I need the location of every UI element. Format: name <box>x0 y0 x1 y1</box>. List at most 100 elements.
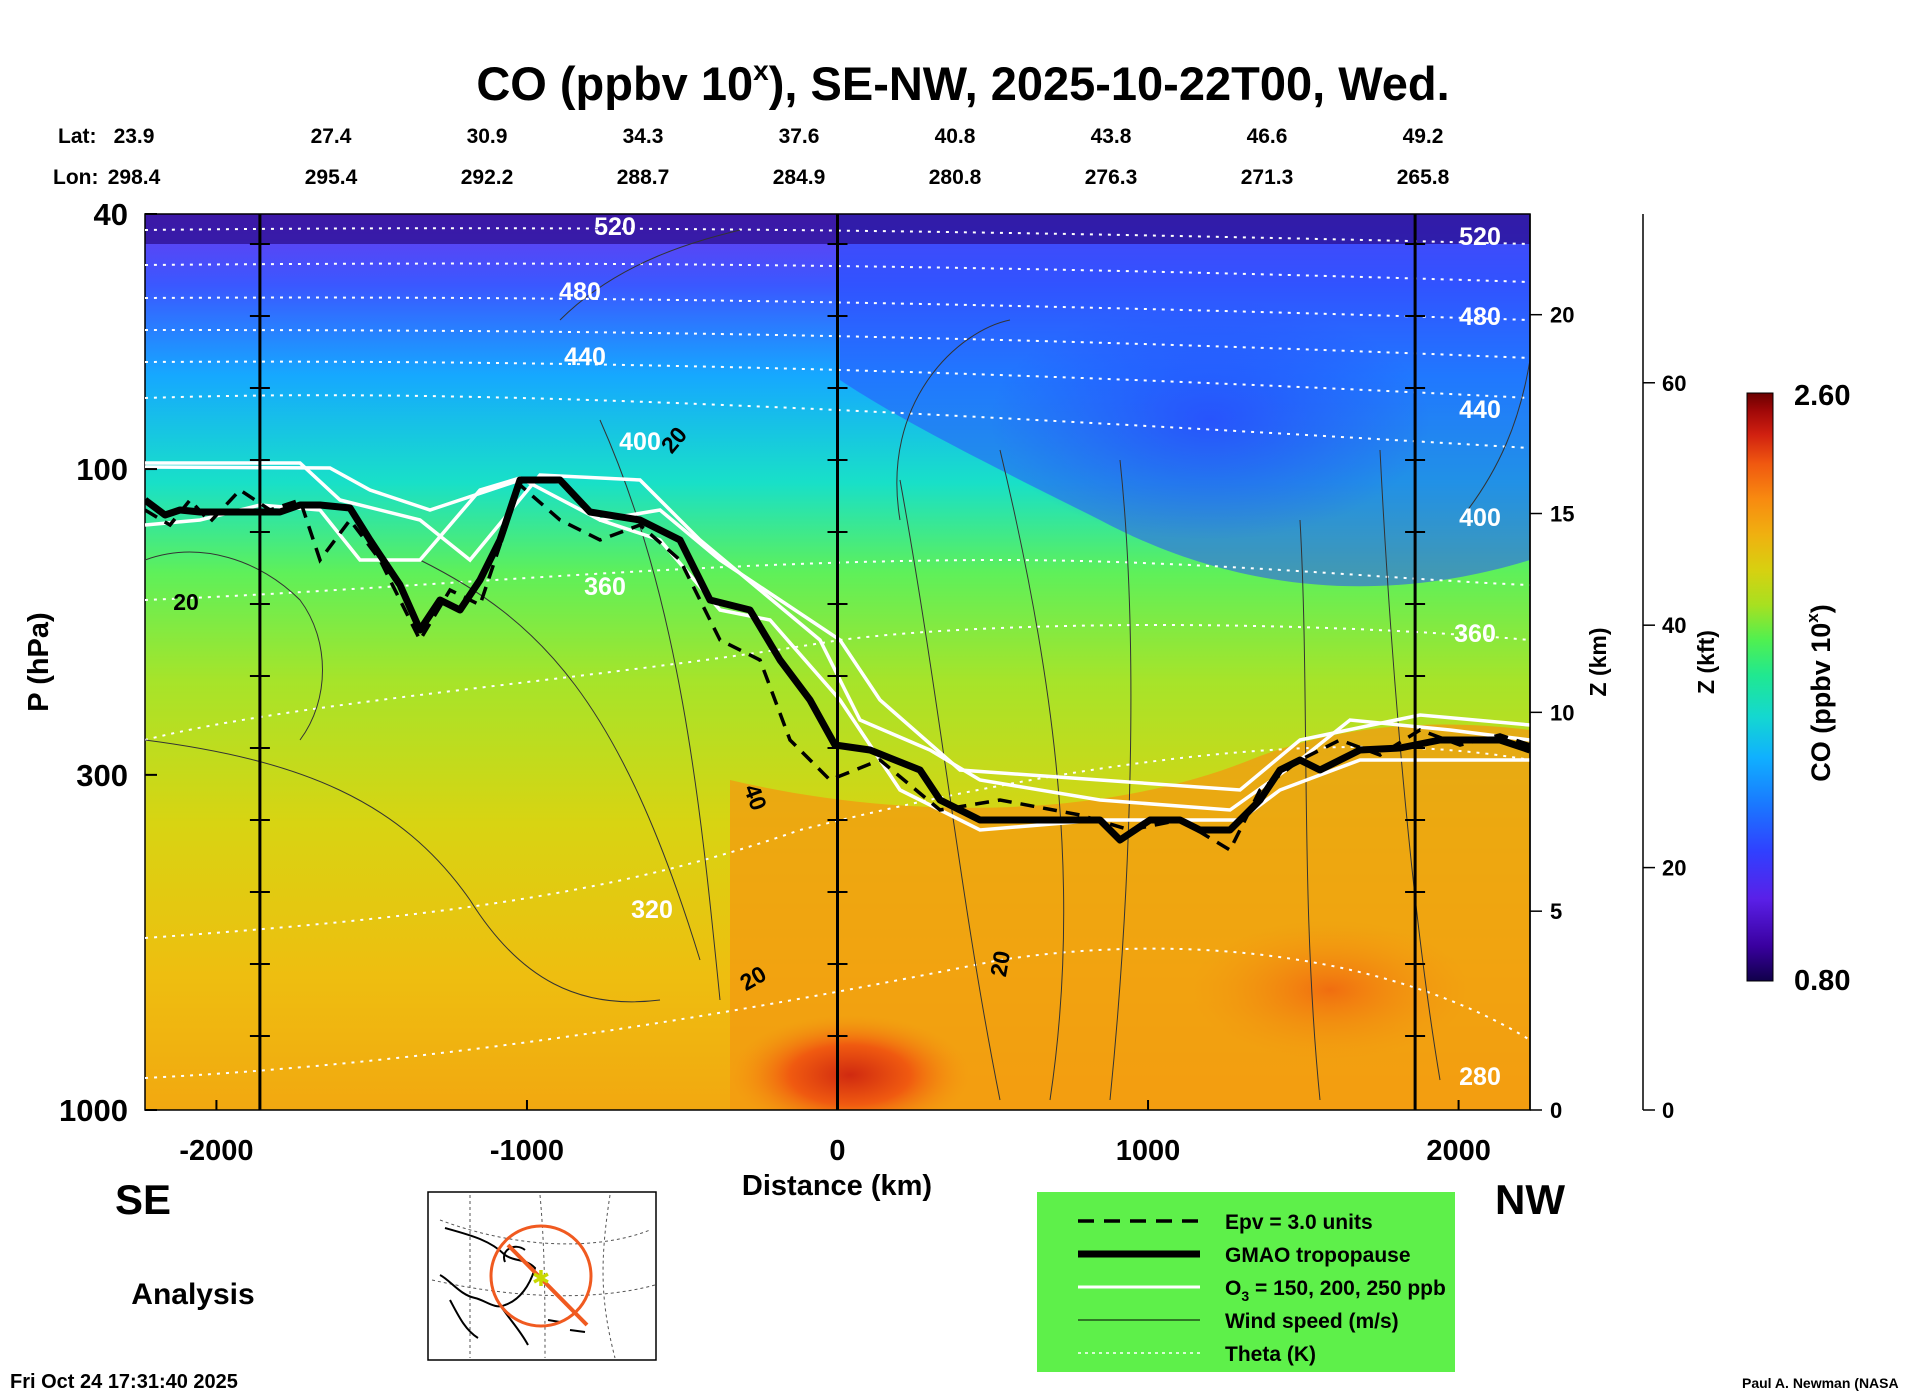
wind-contour <box>419 559 701 961</box>
theta-label: 360 <box>584 573 626 601</box>
map-section-line <box>506 1243 589 1327</box>
x-axis-title: Distance (km) <box>742 1170 932 1202</box>
lat-value: 43.8 <box>1091 125 1132 148</box>
y-tick-label-hpa: 1000 <box>59 1093 128 1128</box>
colorbar-max-label: 2.60 <box>1794 380 1850 412</box>
lon-value: 284.9 <box>773 166 826 189</box>
lon-label: Lon: <box>53 166 98 189</box>
y-tick-label-kft: 60 <box>1662 371 1686 396</box>
y-tick-label-kft: 0 <box>1662 1098 1674 1123</box>
theta-contour <box>145 745 1530 939</box>
colorbar-title: CO (ppbv 10x) <box>1803 604 1836 782</box>
wind-label: 20 <box>173 589 199 615</box>
lon-value: 276.3 <box>1085 166 1138 189</box>
theta-label: 440 <box>1459 396 1501 424</box>
legend-label-tropopause: GMAO tropopause <box>1225 1244 1411 1267</box>
lon-value: 298.4 <box>108 166 161 189</box>
map-range-circle <box>489 1224 593 1328</box>
theta-label: 480 <box>1459 303 1501 331</box>
y-tick-label-km: 10 <box>1550 700 1574 725</box>
y-axis-title-km: Z (km) <box>1585 628 1611 697</box>
y-tick-label-km: 0 <box>1550 1098 1562 1123</box>
theta-label: 280 <box>1459 1063 1501 1091</box>
epv-contour <box>145 481 1530 853</box>
colorbar: 2.60 0.80 CO (ppbv 10x) <box>1746 380 1850 997</box>
legend-label-epv: Epv = 3.0 units <box>1225 1211 1373 1234</box>
x-tick-label: -2000 <box>179 1135 253 1167</box>
wind-contour <box>145 739 661 1003</box>
lon-value: 265.8 <box>1397 166 1450 189</box>
legend: Epv = 3.0 units GMAO tropopause O3 = 150… <box>1037 1192 1455 1372</box>
timestamp: Fri Oct 24 17:31:40 2025 <box>10 1371 238 1393</box>
lat-value: 34.3 <box>623 125 664 148</box>
lon-value: 288.7 <box>617 166 670 189</box>
y-tick-label-km: 15 <box>1550 502 1574 527</box>
theta-label: 320 <box>631 896 673 924</box>
legend-label-wind: Wind speed (m/s) <box>1225 1310 1399 1333</box>
y-tick-label-km: 5 <box>1550 899 1562 924</box>
wind-contour <box>559 229 741 321</box>
axes: -2000 -1000 0 1000 2000 40 100 300 1000 0 5 10 15 20 0… <box>59 197 1686 1167</box>
wind-contour <box>145 551 323 741</box>
direction-se: SE <box>115 1176 171 1223</box>
y-axis-title-kft: Z (kft) <box>1693 630 1719 694</box>
lat-value: 30.9 <box>467 125 508 148</box>
colorbar-gradient <box>1746 392 1774 982</box>
y-tick-label-kft: 20 <box>1662 856 1686 881</box>
direction-nw: NW <box>1495 1176 1565 1223</box>
lon-value: 292.2 <box>461 166 514 189</box>
theta-label: 360 <box>1454 620 1496 648</box>
legend-label-ozone: O3 = 150, 200, 250 ppb <box>1225 1277 1446 1304</box>
theta-label: 520 <box>1459 223 1501 251</box>
y-tick-label-hpa: 100 <box>76 452 128 487</box>
analysis-label: Analysis <box>131 1278 254 1311</box>
section-vertical-lines <box>249 214 1426 1110</box>
theta-label: 400 <box>619 428 661 456</box>
theta-contour <box>145 296 1530 321</box>
lat-value: 49.2 <box>1403 125 1444 148</box>
wind-contour <box>1299 519 1321 1101</box>
theta-contour <box>145 394 1530 449</box>
theta-label: 440 <box>564 343 606 371</box>
wind-contour <box>1459 359 1530 521</box>
co-surface-max <box>730 1015 970 1110</box>
theta-label: 520 <box>594 213 636 241</box>
lon-value: 280.8 <box>929 166 982 189</box>
y-axis-title-left: P (hPa) <box>23 612 55 711</box>
theta-label: 480 <box>559 278 601 306</box>
x-tick-label: 0 <box>829 1135 845 1167</box>
theta-contour <box>145 947 1530 1079</box>
inset-map: ✱ <box>427 1191 657 1361</box>
lat-lon-values: 23.9 298.4 27.4 295.4 30.9 292.2 34.3 288.7 37.6… <box>108 125 1450 189</box>
y-tick-label-hpa: 40 <box>94 197 128 232</box>
lat-value: 37.6 <box>779 125 820 148</box>
co-low-region <box>990 300 1430 540</box>
wind-contour <box>1379 449 1441 1081</box>
theta-label: 400 <box>1459 504 1501 532</box>
overlay-lines <box>145 227 1530 1101</box>
wind-contour <box>899 479 1001 1101</box>
lat-value: 23.9 <box>114 125 155 148</box>
chart-title: CO (ppbv 10x), SE-NW, 2025-10-22T00, Wed… <box>476 55 1449 110</box>
ozone-contour <box>145 465 1530 792</box>
lon-value: 271.3 <box>1241 166 1294 189</box>
y-tick-label-km: 20 <box>1550 303 1574 328</box>
wind-label: 20 <box>985 949 1015 979</box>
wind-contour <box>1109 459 1132 1101</box>
co-plume-right <box>1190 920 1470 1060</box>
lat-value: 27.4 <box>311 125 352 148</box>
theta-contour <box>145 329 1530 359</box>
theta-contour <box>145 262 1530 283</box>
x-tick-label: -1000 <box>490 1135 564 1167</box>
wind-contour <box>599 419 721 1001</box>
lat-value: 46.6 <box>1247 125 1288 148</box>
credit: Paul A. Newman (NASA <box>1742 1375 1899 1391</box>
legend-label-theta: Theta (K) <box>1225 1343 1316 1366</box>
theta-contour <box>145 360 1530 399</box>
map-center-marker: ✱ <box>532 1266 550 1291</box>
lon-value: 295.4 <box>305 166 358 189</box>
y-tick-label-kft: 40 <box>1662 613 1686 638</box>
colorbar-min-label: 0.80 <box>1794 965 1850 997</box>
x-tick-label: 1000 <box>1116 1135 1181 1167</box>
